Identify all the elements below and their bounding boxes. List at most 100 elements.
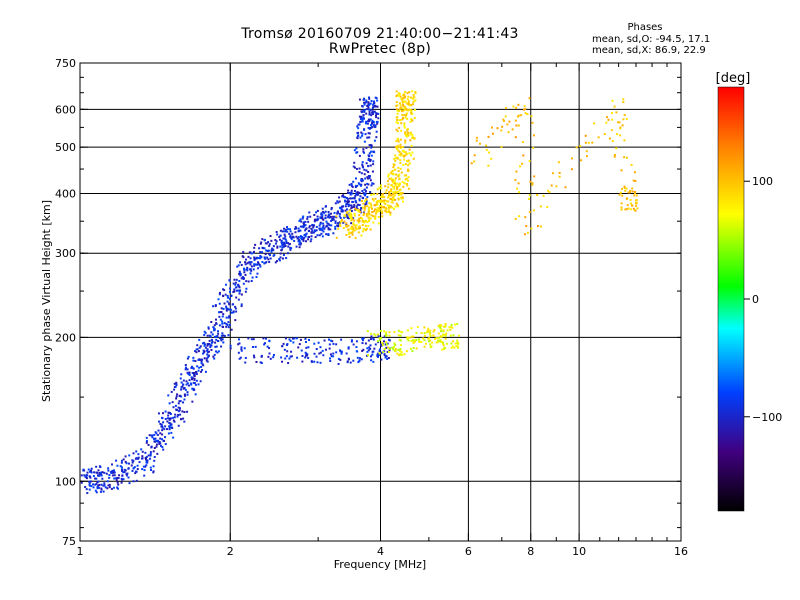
echo-point: [221, 338, 224, 341]
echo-point: [398, 109, 401, 112]
echo-point: [330, 224, 333, 227]
echo-point: [610, 129, 613, 132]
echo-point: [356, 191, 359, 194]
echo-point: [174, 413, 177, 416]
echo-point: [125, 462, 128, 465]
echo-point: [308, 235, 311, 238]
echo-point: [345, 208, 348, 211]
echo-point: [378, 349, 381, 352]
echo-point: [332, 217, 335, 220]
echo-point: [526, 113, 529, 116]
echo-point: [514, 179, 517, 182]
echo-point: [378, 348, 381, 351]
echo-point: [297, 236, 300, 239]
echo-point: [301, 235, 304, 238]
echo-point: [127, 467, 130, 470]
echo-point: [372, 163, 375, 166]
echo-point: [584, 134, 587, 137]
echo-point: [285, 240, 288, 243]
echo-point: [193, 374, 196, 377]
echo-point: [192, 359, 195, 362]
echo-point: [270, 239, 273, 242]
echo-point: [453, 323, 456, 326]
echo-point: [449, 334, 452, 337]
echo-point: [386, 204, 389, 207]
echo-point: [427, 327, 430, 330]
echo-point: [370, 124, 373, 127]
echo-point: [385, 189, 388, 192]
echo-point: [250, 338, 253, 341]
echo-point: [396, 204, 399, 207]
echo-point: [407, 103, 410, 106]
echo-point: [162, 421, 165, 424]
echo-point: [322, 218, 325, 221]
echo-point: [218, 291, 221, 294]
echo-point: [344, 205, 347, 208]
echo-point: [234, 319, 237, 322]
echo-point: [353, 161, 356, 164]
echo-point: [145, 461, 148, 464]
echo-point: [441, 348, 444, 351]
echo-point: [345, 213, 348, 216]
echo-point: [350, 182, 353, 185]
echo-point: [237, 298, 240, 301]
echo-point: [283, 241, 286, 244]
echo-point: [372, 105, 375, 108]
echo-point: [286, 350, 289, 353]
echo-point: [111, 474, 114, 477]
echo-point: [399, 138, 402, 141]
echo-point: [299, 338, 302, 341]
echo-point: [512, 105, 515, 108]
echo-point: [383, 330, 386, 333]
echo-point: [194, 393, 197, 396]
echo-point: [380, 358, 383, 361]
echo-point: [210, 331, 213, 334]
echo-point: [515, 170, 518, 173]
echo-point: [302, 238, 305, 241]
echo-point: [198, 346, 201, 349]
echo-point: [168, 418, 171, 421]
echo-point: [376, 207, 379, 210]
echo-point: [362, 109, 365, 112]
echo-point: [395, 105, 398, 108]
echo-point: [228, 323, 231, 326]
echo-point: [361, 220, 364, 223]
echo-point: [228, 315, 231, 318]
echo-point: [423, 339, 426, 342]
echo-point: [502, 118, 505, 121]
echo-point: [371, 119, 374, 122]
echo-point: [363, 128, 366, 131]
echo-point: [238, 342, 241, 345]
echo-point: [152, 470, 155, 473]
echo-point: [353, 149, 356, 152]
echo-point: [521, 140, 524, 143]
echo-point: [363, 117, 366, 120]
echo-point: [634, 192, 637, 195]
echo-point: [613, 105, 616, 108]
echo-point: [253, 264, 256, 267]
echo-point: [623, 156, 626, 159]
echo-point: [398, 145, 401, 148]
echo-point: [428, 333, 431, 336]
echo-point: [528, 194, 531, 197]
echo-point: [172, 436, 175, 439]
echo-point: [367, 170, 370, 173]
echo-point: [398, 102, 401, 105]
echo-point: [381, 351, 384, 354]
echo-point: [100, 474, 103, 477]
echo-point: [182, 383, 185, 386]
echo-point: [385, 341, 388, 344]
echo-point: [349, 212, 352, 215]
echo-point: [358, 198, 361, 201]
echo-point: [337, 357, 340, 360]
echo-point: [114, 477, 117, 480]
echo-point: [141, 457, 144, 460]
echo-point: [408, 187, 411, 190]
echo-point: [295, 245, 298, 248]
echo-point: [322, 222, 325, 225]
echo-point: [619, 191, 622, 194]
echo-point: [375, 130, 378, 133]
echo-point: [173, 420, 176, 423]
echo-point: [212, 305, 215, 308]
echo-point: [585, 155, 588, 158]
